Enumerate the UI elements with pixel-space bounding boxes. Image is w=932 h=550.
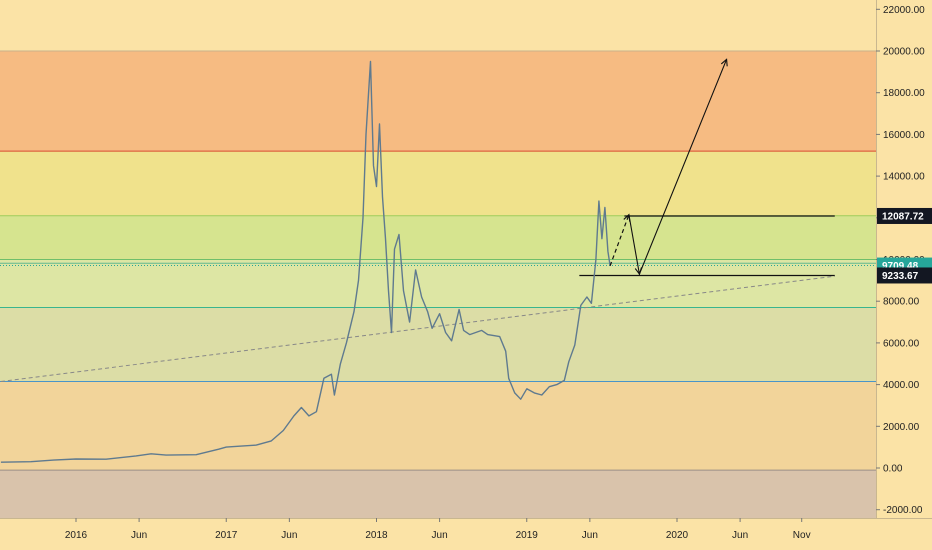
arrow-head (623, 213, 631, 222)
zone-band (0, 470, 876, 518)
y-tick-label: -2000.00 (883, 505, 923, 516)
price-tag[interactable] (877, 207, 932, 224)
y-tick-label: 2000.00 (883, 422, 920, 433)
zone-band (0, 307, 876, 382)
x-tick-label: Jun (732, 530, 748, 541)
x-tick-label: Jun (432, 530, 448, 541)
x-tick-label: 2018 (365, 530, 388, 541)
zone-band (0, 51, 876, 152)
zone-band (0, 259, 876, 308)
x-tick-label: 2016 (65, 530, 88, 541)
x-tick-label: Nov (793, 530, 811, 541)
y-tick-label: 22000.00 (883, 5, 925, 16)
zone-band (0, 215, 876, 260)
y-tick-label: 6000.00 (883, 338, 920, 349)
x-tick-label: Jun (281, 530, 297, 541)
y-tick-label: 18000.00 (883, 88, 925, 99)
y-tick-label: 4000.00 (883, 380, 920, 391)
x-tick-label: 2019 (516, 530, 539, 541)
zone-band (0, 151, 876, 216)
price-tag-label: 9709.48 (882, 261, 919, 272)
x-tick-label: 2020 (666, 530, 689, 541)
price-tag-label: 12087.72 (882, 211, 924, 222)
x-axis-panel (0, 518, 932, 550)
arrow-head (720, 58, 728, 67)
price-series (0, 60, 611, 463)
x-tick-label: Jun (582, 530, 598, 541)
arrow-head (634, 267, 643, 276)
y-tick-label: 14000.00 (883, 172, 925, 183)
y-tick-label: 16000.00 (883, 130, 925, 141)
zone-band (0, 0, 876, 51)
y-tick-label: 0.00 (883, 464, 903, 475)
x-tick-label: 2017 (215, 530, 238, 541)
trend-line[interactable] (0, 275, 835, 382)
price-tag[interactable] (877, 267, 932, 284)
zone-band (0, 381, 876, 471)
price-tag-label: 9233.67 (882, 271, 919, 282)
projection-dashed[interactable] (609, 214, 630, 266)
y-tick-label: 8000.00 (883, 297, 920, 308)
x-tick-label: Jun (131, 530, 147, 541)
y-tick-label: 20000.00 (883, 47, 925, 58)
